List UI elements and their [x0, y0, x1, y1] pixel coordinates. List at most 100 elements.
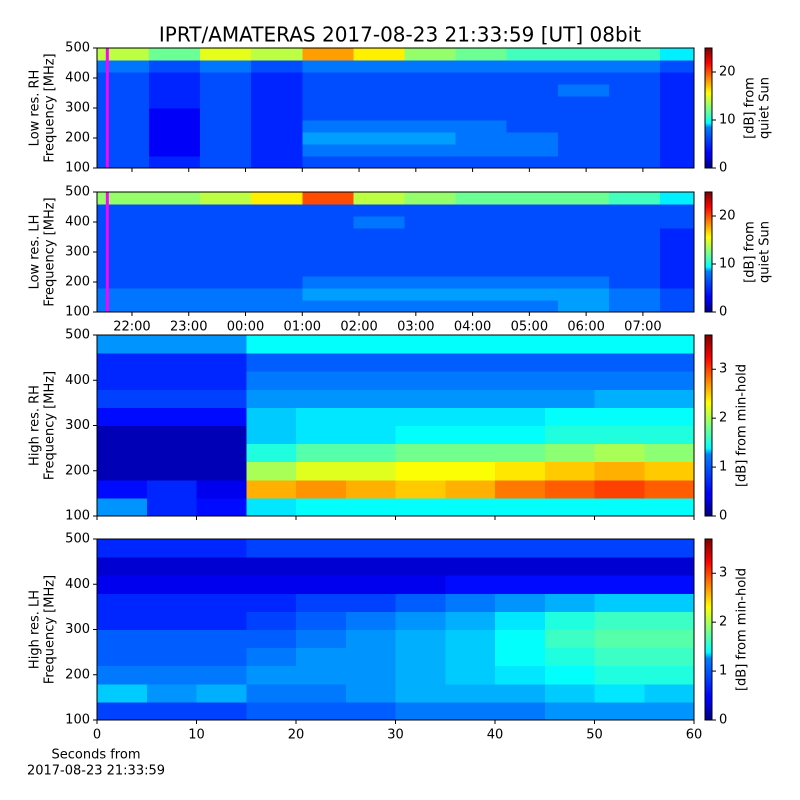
heatmap-cell — [146, 425, 197, 445]
y-axis-label: High res. RH — [28, 385, 43, 466]
heatmap-cell — [97, 96, 150, 109]
heatmap-cell — [594, 593, 645, 612]
heatmap-cell — [404, 120, 457, 133]
heatmap-cell — [395, 575, 446, 594]
heatmap-cell — [302, 60, 354, 73]
heatmap-cell — [455, 84, 508, 97]
heatmap-cell — [557, 108, 610, 121]
heatmap-cell — [353, 84, 405, 97]
heatmap-cell — [644, 407, 695, 426]
heatmap-cell — [97, 389, 148, 408]
heatmap-cell — [200, 216, 252, 229]
heatmap-cell — [445, 575, 496, 594]
heatmap-cell — [345, 701, 396, 721]
heatmap-cell — [608, 132, 661, 145]
heatmap-cell — [97, 132, 150, 145]
heatmap-cell — [404, 60, 457, 73]
heatmap-cell — [353, 72, 405, 85]
heatmap-cell — [302, 72, 354, 85]
heatmap-cell — [97, 72, 150, 85]
heatmap-cell — [146, 611, 197, 630]
figure-title: IPRT/AMATERAS 2017-08-23 21:33:59 [UT] 0… — [159, 23, 641, 47]
heatmap-cell — [149, 228, 201, 241]
heatmap-cell — [200, 276, 252, 289]
heatmap-cell — [251, 72, 303, 85]
heatmap-cell — [455, 192, 508, 205]
heatmap-cell — [544, 335, 595, 354]
x-tick-label: 03:00 — [397, 320, 434, 335]
heatmap-cell — [445, 389, 496, 408]
heatmap-cell — [455, 300, 508, 313]
heatmap-cell — [251, 84, 303, 97]
heatmap-cell — [544, 461, 595, 481]
heatmap-cell — [395, 557, 446, 576]
heatmap-cell — [659, 96, 695, 109]
heatmap-cell — [246, 629, 297, 649]
heatmap-cell — [353, 132, 405, 145]
heatmap-cell — [246, 407, 297, 426]
heatmap-cell — [246, 665, 297, 685]
heatmap-cell — [251, 240, 303, 253]
heatmap-cell — [200, 120, 252, 133]
heatmap-cell — [395, 539, 446, 558]
heatmap-cell — [395, 683, 446, 703]
heatmap-cell — [495, 665, 546, 685]
heatmap-cell — [196, 353, 247, 372]
heatmap-cell — [251, 96, 303, 109]
heatmap-cell — [644, 629, 695, 649]
heatmap-cell — [445, 593, 496, 612]
heatmap-cell — [196, 629, 247, 649]
heatmap-cell — [200, 84, 252, 97]
heatmap-cell — [455, 72, 508, 85]
heatmap-cell — [196, 389, 247, 408]
heatmap-cell — [445, 443, 496, 463]
heatmap-cell — [608, 60, 661, 73]
heatmap-cell — [97, 84, 150, 97]
heatmap-cell — [395, 461, 446, 481]
heatmap-cell — [97, 120, 150, 133]
heatmap-cell — [506, 252, 559, 265]
heatmap-cell — [345, 629, 396, 649]
heatmap-cell — [246, 479, 297, 499]
heatmap-cell — [594, 407, 645, 426]
heatmap-cell — [455, 252, 508, 265]
heatmap-cell — [544, 575, 595, 594]
heatmap-cell — [608, 72, 661, 85]
heatmap-cell — [404, 276, 457, 289]
heatmap-cell — [345, 557, 396, 576]
x-tick-label: 01:00 — [284, 320, 321, 335]
heatmap-cell — [506, 132, 559, 145]
heatmap-cell — [557, 276, 610, 289]
colorbar-tick-label: 1 — [719, 460, 727, 475]
colorbar-tick-label: 10 — [719, 257, 736, 272]
heatmap-cell — [594, 479, 645, 499]
heatmap-cell — [97, 593, 148, 612]
heatmap-cell — [506, 108, 559, 121]
heatmap-cell — [246, 371, 297, 390]
heatmap-cell — [557, 300, 610, 313]
heatmap-cell — [97, 48, 150, 61]
heatmap-cell — [353, 120, 405, 133]
heatmap-cell — [196, 593, 247, 612]
heatmap-cell — [97, 611, 148, 630]
heatmap-cell — [544, 353, 595, 372]
heatmap-cell — [146, 683, 197, 703]
heatmap-cell — [445, 497, 496, 517]
heatmap-cell — [97, 497, 148, 517]
heatmap-cell — [557, 48, 610, 61]
heatmap-cell — [149, 96, 201, 109]
heatmap-cell — [345, 335, 396, 354]
heatmap-cell — [200, 96, 252, 109]
heatmap-cell — [495, 335, 546, 354]
heatmap-cell — [149, 156, 201, 169]
heatmap-cell — [146, 557, 197, 576]
x-tick-label: 60 — [686, 728, 703, 743]
heatmap-cell — [404, 288, 457, 301]
heatmap-cell — [506, 216, 559, 229]
heatmap-cell — [608, 48, 661, 61]
colorbar-label: quiet Sun — [758, 221, 773, 283]
heatmap-cell — [200, 108, 252, 121]
heatmap-cell — [97, 228, 150, 241]
heatmap-cell — [404, 72, 457, 85]
y-tick-label: 400 — [65, 215, 90, 230]
